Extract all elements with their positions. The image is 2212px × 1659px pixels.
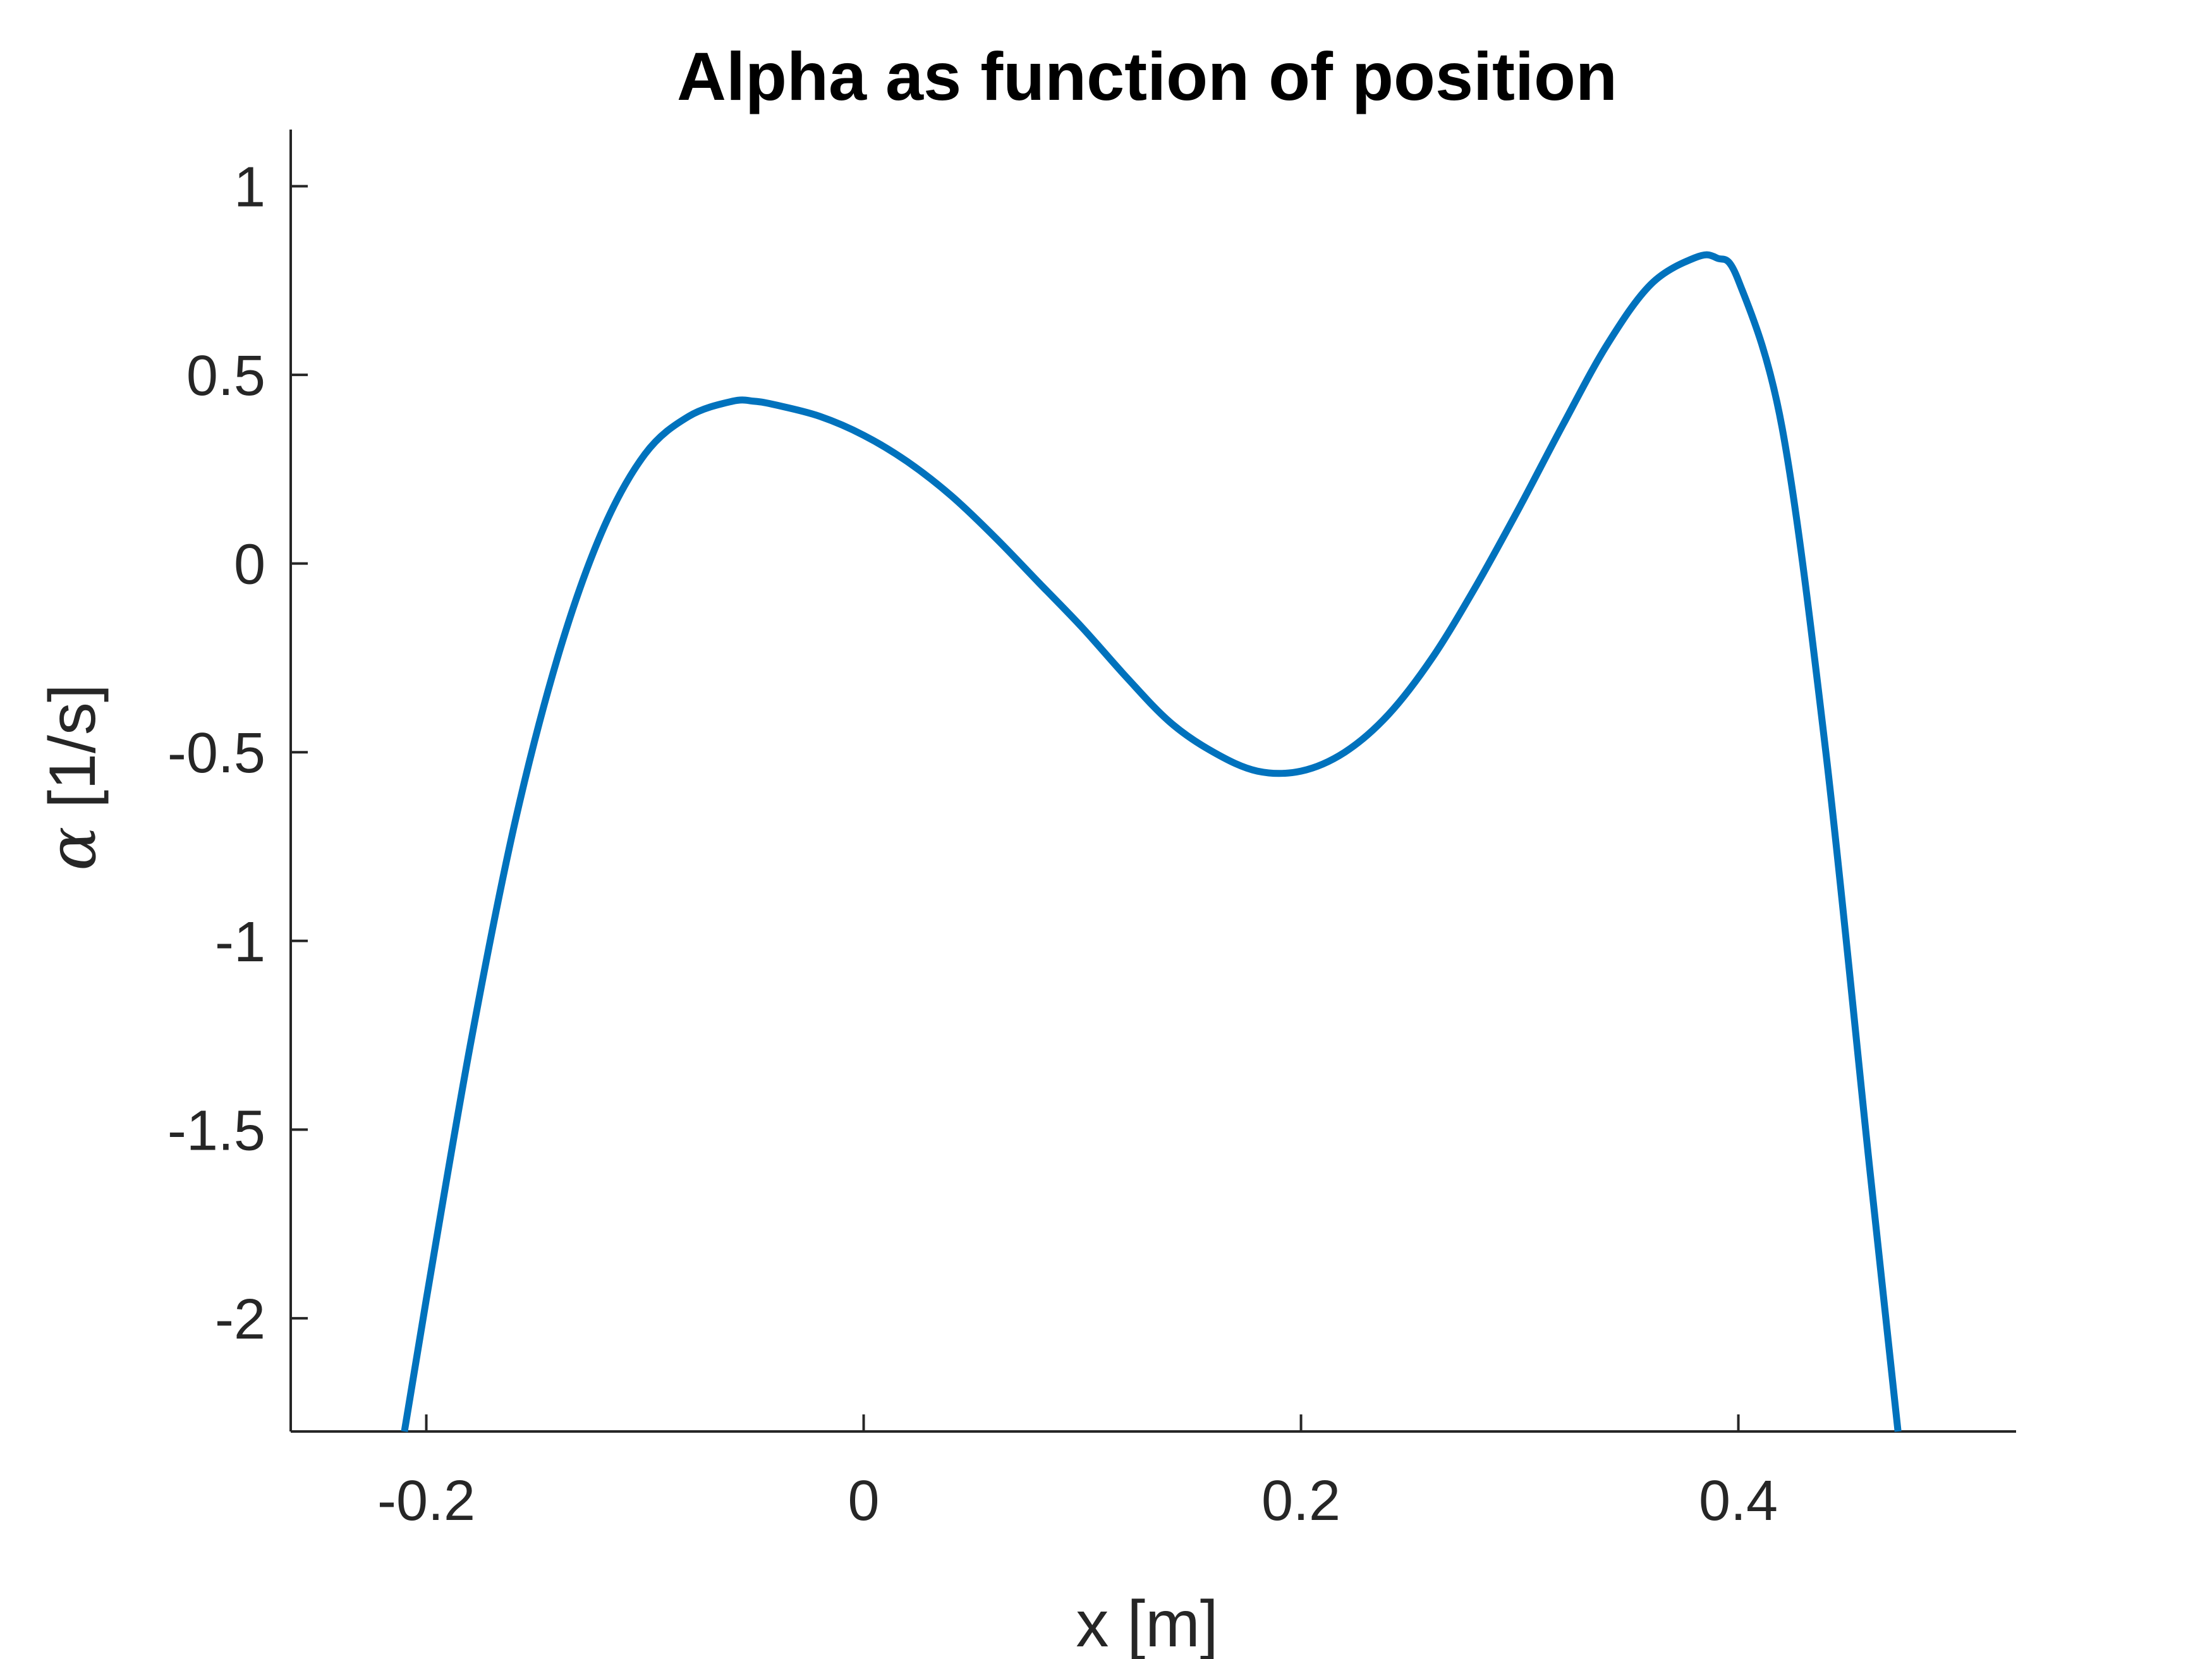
x-tick-label: -0.2	[377, 1469, 475, 1533]
ticks: -0.2 0 0.2 0.4 1 0.5 0 -0.5 -1 -1.5 -2	[167, 156, 1778, 1533]
y-axis-label-unit: [1/s]	[36, 684, 109, 826]
x-tick-label: 0.4	[1699, 1469, 1778, 1533]
y-tick-label: 1	[234, 156, 265, 219]
y-tick-label: -1	[215, 911, 265, 974]
y-axis-label-symbol: α	[33, 827, 111, 871]
axes	[289, 130, 2016, 1433]
x-tick-label: 0	[848, 1469, 880, 1533]
chart-title: Alpha as function of position	[677, 38, 1617, 114]
series-line	[401, 251, 1902, 1432]
y-tick-label: -1.5	[167, 1099, 265, 1162]
y-tick-label: 0	[234, 533, 265, 597]
y-tick-label: -0.5	[167, 722, 265, 785]
x-axis-label: x [m]	[1076, 1588, 1218, 1659]
y-tick-label: 0.5	[186, 344, 265, 408]
series-layer	[401, 251, 1902, 1432]
x-tick-label: 0.2	[1261, 1469, 1340, 1533]
y-tick-label: -2	[215, 1288, 265, 1351]
y-axis-label: α [1/s]	[33, 684, 111, 871]
